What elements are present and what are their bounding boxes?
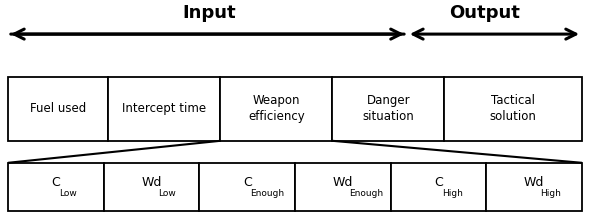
Bar [8, 163, 104, 211]
Bar [486, 163, 582, 211]
Text: C: C [434, 176, 443, 189]
Text: C: C [51, 176, 60, 189]
Text: High: High [442, 189, 463, 198]
Bar [391, 163, 486, 211]
Text: Danger
situation: Danger situation [362, 94, 414, 123]
Text: Fuel used: Fuel used [30, 102, 86, 116]
Bar [332, 77, 444, 141]
Bar [199, 163, 295, 211]
Text: Low: Low [158, 189, 176, 198]
Text: Enough: Enough [250, 189, 284, 198]
Bar [444, 77, 582, 141]
Bar [295, 163, 391, 211]
Text: C: C [243, 176, 251, 189]
Bar [104, 163, 199, 211]
Text: Low: Low [59, 189, 77, 198]
Text: Tactical
solution: Tactical solution [490, 94, 536, 123]
Text: Weapon
efficiency: Weapon efficiency [248, 94, 304, 123]
Bar [109, 77, 221, 141]
Text: Output: Output [449, 4, 520, 22]
Text: Wd: Wd [333, 176, 353, 189]
Bar [8, 77, 109, 141]
Bar [221, 77, 332, 141]
Text: Enough: Enough [349, 189, 384, 198]
Text: Intercept time: Intercept time [122, 102, 206, 116]
Text: High: High [540, 189, 562, 198]
Text: Input: Input [182, 4, 236, 22]
Text: Wd: Wd [524, 176, 545, 189]
Text: Wd: Wd [142, 176, 162, 189]
